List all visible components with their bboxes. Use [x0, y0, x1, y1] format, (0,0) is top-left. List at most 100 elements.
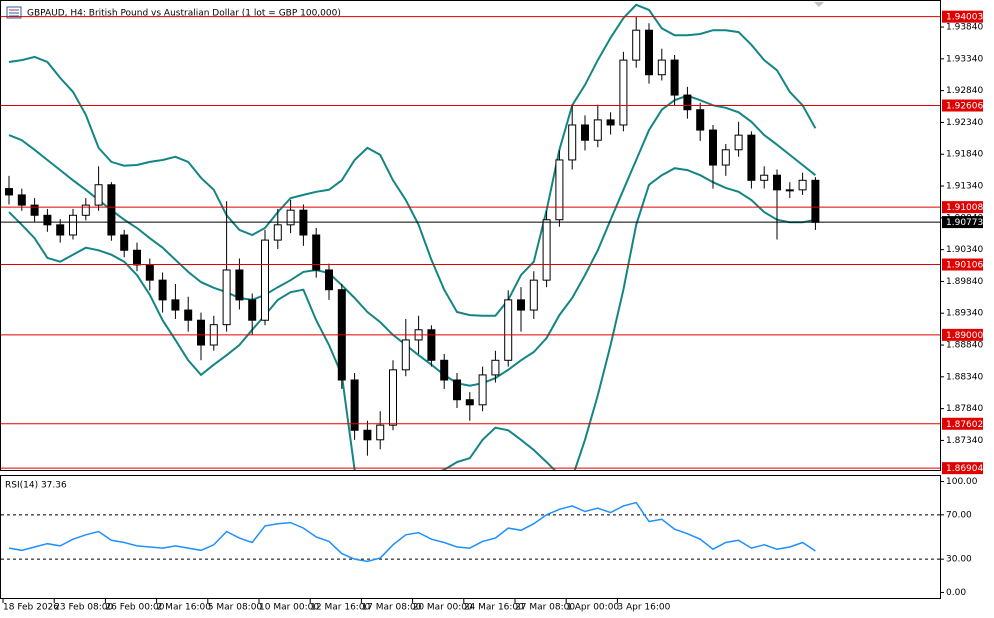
y-tick-label: 1.91840 [946, 150, 983, 160]
candle-body [683, 94, 692, 111]
candle-body [504, 299, 513, 361]
candle-body [43, 214, 52, 226]
candle-body [632, 29, 641, 61]
candle-body [773, 174, 781, 191]
candle-body [670, 59, 679, 96]
candle-body [645, 29, 653, 76]
candle-body [120, 234, 129, 251]
level-label-box [942, 462, 983, 475]
candle-body [581, 124, 589, 141]
level-label-box [942, 99, 983, 112]
candle-body [133, 249, 141, 266]
y-tick-label: 1.87340 [946, 436, 983, 446]
candle-body [657, 59, 666, 76]
candle-body [542, 219, 551, 281]
candle-body [248, 299, 257, 321]
y-tick-label: 1.91340 [946, 182, 983, 192]
x-tick-label: 2 Mar 16:00 [157, 603, 212, 613]
candle-body [593, 119, 602, 141]
level-label: 1.89000 [946, 331, 983, 341]
y-tick-label: 1.92340 [946, 118, 983, 128]
y-tick-label: 1.87840 [946, 404, 983, 414]
candle-body [222, 269, 231, 326]
candle-body [69, 214, 77, 236]
level-label-box [942, 201, 983, 214]
y-tick-label: 0.00 [946, 588, 966, 598]
candle-body [619, 59, 628, 126]
band-line [8, 3, 817, 317]
x-tick-label: 23 Feb 08:00 [54, 603, 113, 613]
candle-body [721, 149, 730, 166]
candle-body [747, 134, 756, 181]
candle-body [94, 184, 103, 206]
y-tick-label: 1.93340 [946, 54, 983, 64]
candle-body [465, 399, 474, 406]
candle-body [171, 299, 180, 311]
y-tick-label: 70.00 [946, 510, 972, 520]
candle-body [56, 224, 65, 236]
candle-body [811, 179, 820, 223]
level-label-box [942, 328, 983, 341]
rsi-plot [1, 501, 940, 563]
main-pane [0, 0, 941, 471]
y-tick-label: 1.92840 [946, 86, 983, 96]
level-label: 1.90106 [946, 261, 983, 271]
x-tick-label: 27 Mar 08:00 [515, 603, 575, 613]
band-line [8, 94, 817, 387]
candle-body [568, 124, 577, 161]
y-tick-label: 100.00 [946, 477, 978, 487]
candle-body [517, 299, 525, 311]
level-label-box [942, 258, 983, 271]
candle-body [529, 279, 538, 311]
candle-body [363, 429, 372, 441]
candle-body [785, 189, 794, 192]
candle-body [555, 159, 564, 221]
candle-body [325, 269, 333, 291]
y-tick-label: 1.88340 [946, 372, 983, 382]
x-tick-label: 18 Feb 2026 [3, 603, 59, 613]
x-tick-label: 5 Mar 08:00 [208, 603, 263, 613]
x-tick-label: 12 Mar 16:00 [310, 603, 370, 613]
candle-body [312, 234, 321, 271]
candle-body [376, 424, 385, 441]
rsi-line [8, 501, 816, 563]
level-label-box [942, 417, 983, 430]
candle-body [427, 329, 436, 361]
x-tick-label: 3 Apr 16:00 [617, 603, 670, 613]
band-line [8, 167, 816, 470]
candle-body [709, 129, 717, 166]
y-tick-label: 30.00 [946, 555, 972, 565]
y-tick-label: 1.88840 [946, 341, 983, 351]
candle-body [440, 359, 449, 381]
candle-body [17, 194, 26, 206]
level-label: 1.92606 [946, 102, 983, 112]
x-tick-label: 26 Feb 00:00 [105, 603, 164, 613]
x-tick-label: 17 Mar 08:00 [361, 603, 421, 613]
candle-body [158, 279, 167, 301]
candle-body [184, 309, 193, 321]
candle-body [235, 269, 244, 301]
candle-body [389, 369, 397, 426]
level-label: 1.91008 [946, 203, 983, 213]
y-tick-label: 1.89340 [946, 309, 983, 319]
y-tick-label: 1.89840 [946, 277, 983, 287]
candle-body [5, 188, 13, 196]
shift-marker [814, 2, 824, 7]
candle-body [286, 209, 295, 226]
candle-body [606, 119, 615, 126]
x-tick-label: 1 Apr 00:00 [566, 603, 619, 613]
candle-body [350, 379, 359, 431]
candle-body [197, 319, 205, 346]
level-label: 1.86904 [946, 464, 983, 474]
chart-title: GBPAUD, H4: British Pound vs Australian … [27, 9, 341, 19]
candle-body [478, 374, 487, 406]
candle-body [273, 224, 282, 241]
x-tick-label: 10 Mar 00:00 [259, 603, 319, 613]
candle-body [453, 379, 461, 401]
candle-body [145, 264, 154, 281]
candle-body [299, 209, 308, 236]
candle-body [107, 184, 116, 236]
rsi-pane [0, 475, 941, 599]
